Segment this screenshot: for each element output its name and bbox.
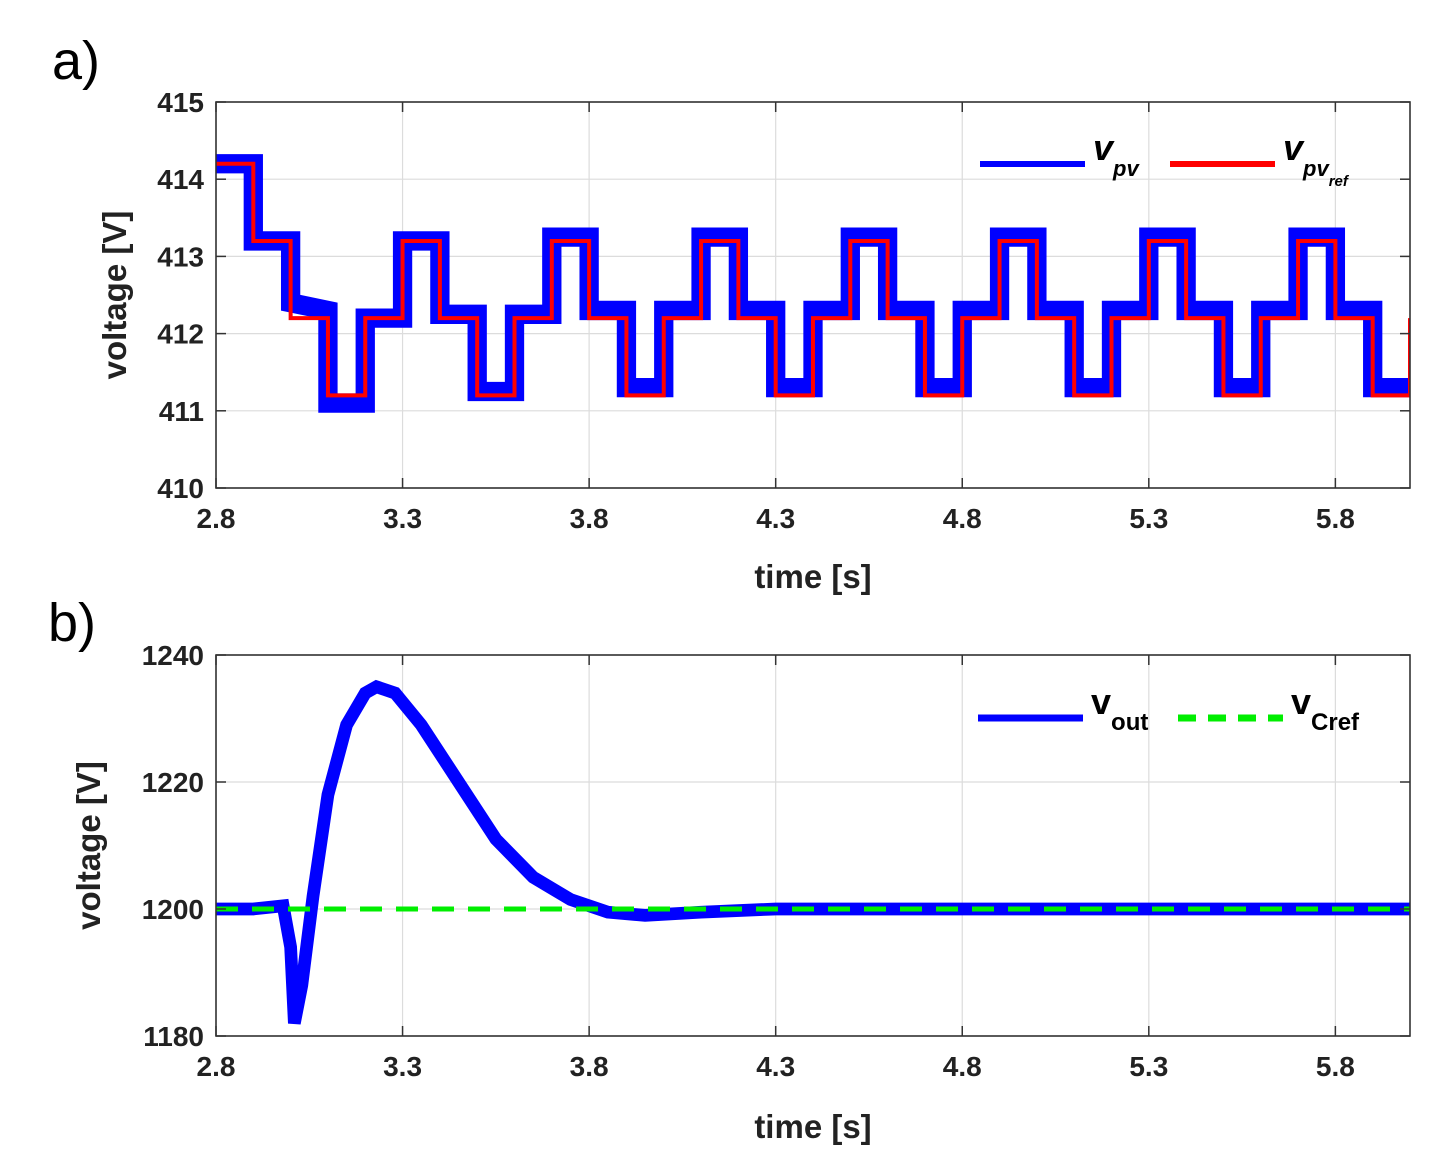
y-tick-label: 414 xyxy=(157,164,204,195)
y-tick-label: 413 xyxy=(157,241,204,272)
y-tick-label: 415 xyxy=(157,87,204,118)
axes-box xyxy=(215,101,1411,489)
legend-label-1: vpvref xyxy=(1283,127,1350,190)
plot-area xyxy=(216,679,1410,1025)
x-tick-label: 4.3 xyxy=(756,1051,795,1082)
panel-label-a: a) xyxy=(52,31,101,91)
y-tick-label: 411 xyxy=(159,396,204,427)
x-axis-title: time [s] xyxy=(754,558,871,595)
y-axis-title: voltage [V] xyxy=(96,211,133,380)
x-axis-title: time [s] xyxy=(754,1108,871,1145)
x-tick-label: 3.3 xyxy=(383,503,422,534)
y-tick-label: 410 xyxy=(157,473,204,504)
x-tick-label: 5.3 xyxy=(1129,1051,1168,1082)
legend-label-1: vCref xyxy=(1291,681,1360,736)
y-tick-label: 1200 xyxy=(142,894,204,925)
chart-panel-a: 2.8 3.3 3.8 4.3 4.8 5.3 5.8 410 411 412 413 414 415 t… xyxy=(96,87,1411,595)
plot-area xyxy=(216,154,1410,413)
panel-label-b: b) xyxy=(48,593,97,653)
series-v_out xyxy=(216,679,1410,1025)
y-tick-label: 412 xyxy=(157,319,204,350)
x-tick-label: 4.8 xyxy=(943,1051,982,1082)
legend-label-0: vpv xyxy=(1093,127,1140,181)
x-tick-label: 3.8 xyxy=(570,1051,609,1082)
y-tick-label: 1220 xyxy=(142,767,204,798)
x-tick-label: 4.3 xyxy=(756,503,795,534)
x-tick-label: 5.8 xyxy=(1316,503,1355,534)
x-tick-label: 3.8 xyxy=(570,503,609,534)
legend-label-0: vout xyxy=(1091,681,1148,736)
axes-box xyxy=(215,654,1411,1037)
chart-panel-b: 2.8 3.3 3.8 4.3 4.8 5.3 5.8 1180 1200 1220 1240 tim… xyxy=(70,640,1411,1145)
x-tick-label: 5.3 xyxy=(1129,503,1168,534)
x-tick-label: 2.8 xyxy=(197,1051,236,1082)
y-tick-label: 1180 xyxy=(143,1021,204,1052)
x-tick-label: 2.8 xyxy=(197,503,236,534)
y-axis-title: voltage [V] xyxy=(70,761,107,930)
x-tick-label: 3.3 xyxy=(383,1051,422,1082)
x-tick-label: 4.8 xyxy=(943,503,982,534)
series-v_pv_ref xyxy=(216,161,1410,398)
x-tick-label: 5.8 xyxy=(1316,1051,1355,1082)
y-tick-label: 1240 xyxy=(142,640,204,671)
